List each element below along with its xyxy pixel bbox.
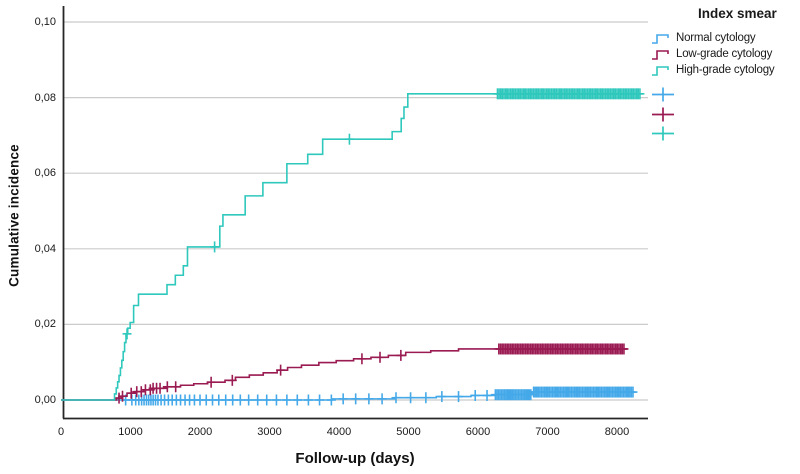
legend-label: Low-grade cytology: [676, 48, 773, 60]
series-curve-high-grade-cytology: [61, 93, 642, 401]
step-line-icon: [652, 33, 669, 44]
censor-row-high-grade: [650, 124, 800, 144]
x-tick-label: 1000: [118, 426, 143, 438]
x-tick-label: 5000: [396, 426, 421, 438]
y-axis-title: Cumulative incidence: [6, 144, 22, 287]
legend: Index smear Normal cytology Low-grade cy…: [650, 6, 800, 144]
x-tick-label: 8000: [604, 426, 630, 438]
legend-title: Index smear: [698, 6, 777, 21]
x-tick-label: 3000: [257, 426, 282, 438]
legend-label: High-grade cytology: [676, 64, 775, 76]
y-tick-label: 0,04: [34, 242, 56, 255]
legend-entry-low-grade-cytology: Low-grade cytology: [650, 46, 800, 62]
y-tick-label: 0,10: [34, 16, 56, 28]
y-tick-label: 0,02: [34, 318, 56, 331]
y-tick-label: 0,08: [34, 91, 56, 104]
legend-censor-symbols: [650, 85, 800, 144]
censor-row-normal: [650, 85, 800, 105]
y-tick-label: 0,06: [34, 167, 56, 180]
x-axis-title: Follow-up (days): [295, 450, 415, 467]
x-tick-label: 4000: [326, 426, 352, 438]
x-tick-label: 0: [57, 426, 65, 438]
y-tick-label: 0,00: [34, 394, 56, 406]
x-tick-label: 7000: [535, 426, 560, 438]
legend-label: Normal cytology: [676, 32, 756, 44]
censor-plus-icon: [652, 107, 674, 121]
censor-row-low-grade: [650, 105, 800, 125]
legend-entry-high-grade-cytology: High-grade cytology: [650, 62, 800, 78]
censor-plus-icon: [652, 87, 674, 102]
censor-plus-icon: [652, 126, 674, 141]
step-line-icon: [652, 49, 669, 60]
step-line-icon: [652, 65, 669, 76]
legend-entry-normal-cytology: Normal cytology: [650, 30, 800, 46]
x-tick-label: 6000: [465, 426, 491, 438]
x-tick-label: 2000: [187, 426, 213, 438]
